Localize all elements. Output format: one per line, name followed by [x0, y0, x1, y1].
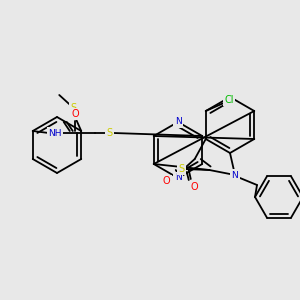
Text: S: S [107, 128, 113, 138]
Text: N: N [232, 170, 238, 179]
Text: O: O [163, 176, 171, 186]
Text: S: S [179, 164, 185, 174]
Text: S: S [70, 103, 76, 113]
Text: Cl: Cl [224, 95, 233, 105]
Text: O: O [72, 109, 80, 119]
Text: O: O [191, 182, 199, 192]
Text: N: N [175, 173, 182, 182]
Text: NH: NH [48, 128, 61, 137]
Text: N: N [175, 118, 182, 127]
